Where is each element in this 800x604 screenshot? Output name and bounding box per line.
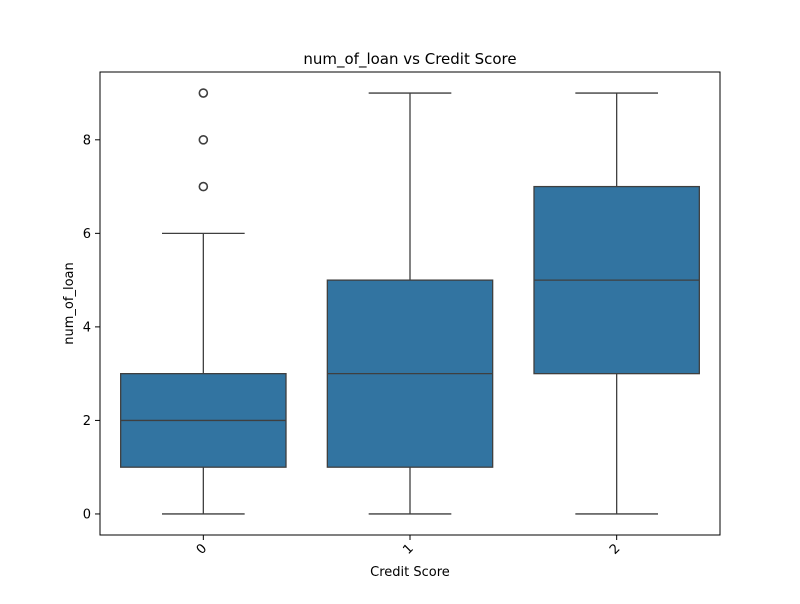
chart-title: num_of_loan vs Credit Score	[303, 50, 516, 69]
y-tick-label: 6	[83, 227, 91, 242]
x-axis: 0 1 2	[194, 535, 623, 558]
y-tick-label: 2	[83, 414, 91, 429]
outlier-point	[198, 135, 209, 145]
y-tick-label: 4	[83, 320, 91, 335]
y-tick-label: 8	[83, 133, 91, 148]
outlier-point	[198, 88, 209, 98]
box-group-0	[120, 88, 287, 515]
y-axis: 0 2 4 6 8	[83, 133, 100, 522]
box-group-1	[326, 92, 494, 515]
x-axis-label: Credit Score	[370, 565, 450, 580]
plot-area	[120, 88, 700, 515]
x-tick-label: 0	[194, 541, 210, 557]
x-tick-label: 2	[607, 541, 623, 557]
box-group-2	[533, 92, 700, 515]
x-tick-label: 1	[400, 541, 416, 557]
y-axis-label: num_of_loan	[62, 262, 77, 344]
y-tick-label: 0	[83, 507, 91, 522]
outlier-point	[198, 181, 209, 192]
